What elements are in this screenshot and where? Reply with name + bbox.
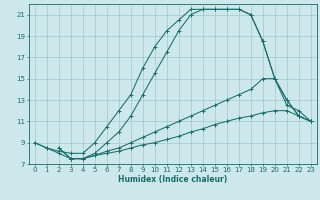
X-axis label: Humidex (Indice chaleur): Humidex (Indice chaleur) xyxy=(118,175,228,184)
